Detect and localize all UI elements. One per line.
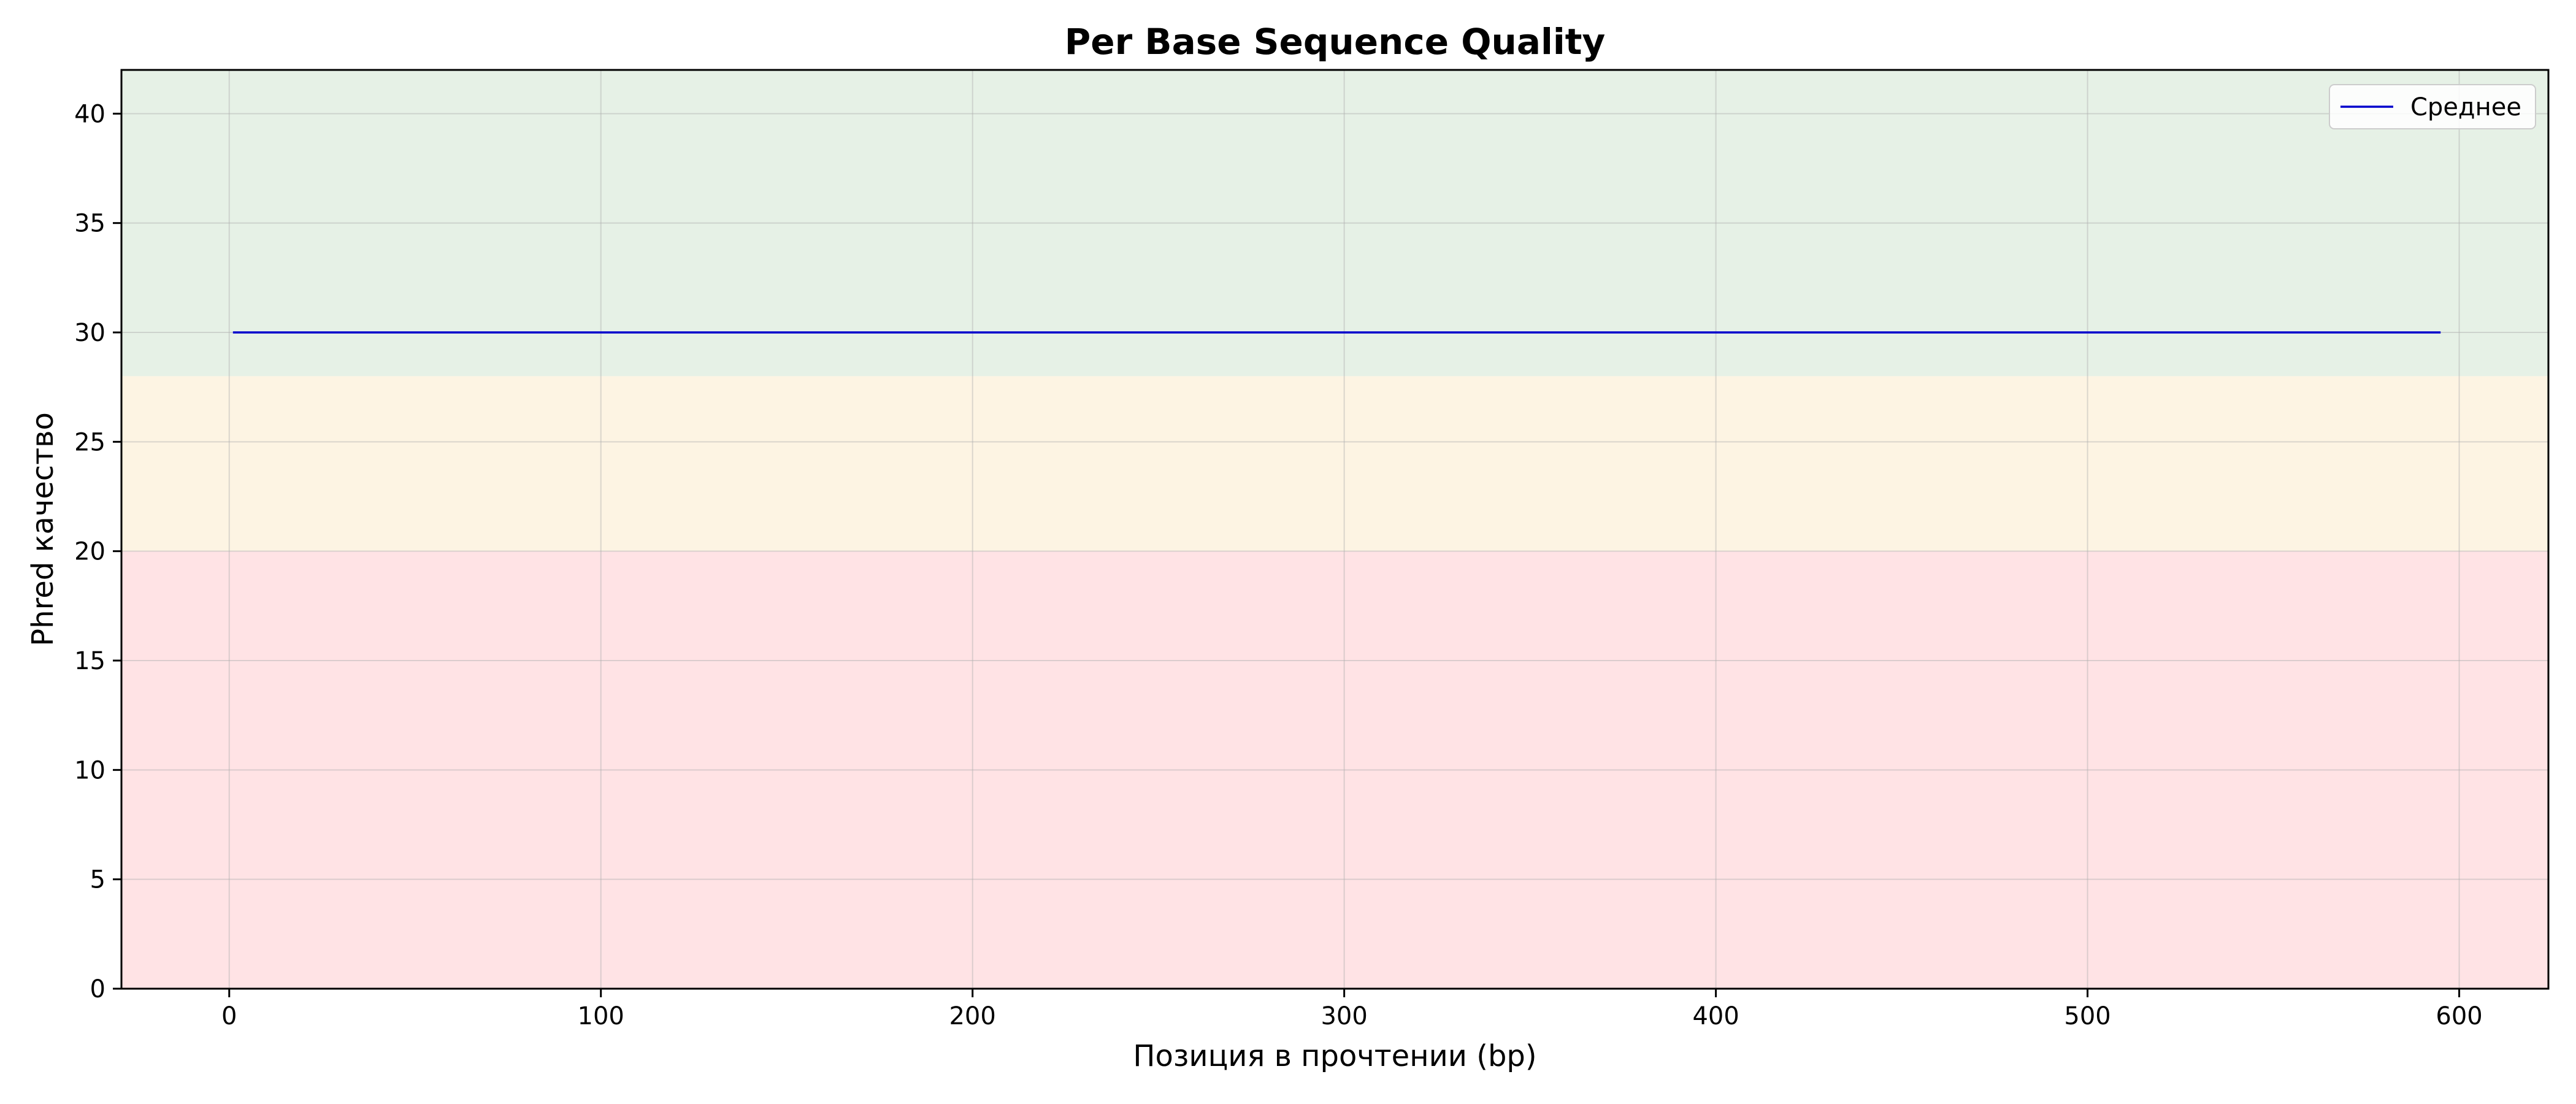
legend-label-0: Среднее [2410,93,2521,121]
legend-box [2329,84,2536,129]
x-tick-label-4: 400 [1692,1002,1739,1030]
x-tick-label-6: 600 [2436,1002,2482,1030]
y-tick-label-2: 10 [74,756,105,784]
chart-title: Per Base Sequence Quality [1065,21,1606,63]
quality-zone-2 [121,70,2548,377]
x-tick-label-5: 500 [2064,1002,2110,1030]
quality-zones [121,70,2548,989]
x-tick-label-0: 0 [221,1002,237,1030]
y-tick-label-1: 5 [90,866,105,894]
y-tick-label-4: 20 [74,538,105,566]
y-tick-label-7: 35 [74,210,105,238]
x-axis-ticks: 0 100 200 300 400 500 600 [221,989,2483,1030]
y-tick-label-3: 15 [74,647,105,675]
y-tick-label-8: 40 [74,100,105,128]
legend: Среднее [2329,84,2536,129]
y-tick-label-5: 25 [74,428,105,456]
y-axis-label: Phred качество [26,412,60,646]
quality-zone-0 [121,551,2548,989]
y-tick-label-0: 0 [90,975,105,1003]
y-tick-label-6: 30 [74,319,105,347]
x-tick-label-3: 300 [1321,1002,1367,1030]
plot-frame [120,69,2550,990]
x-tick-label-1: 100 [578,1002,624,1030]
x-tick-label-2: 200 [949,1002,995,1030]
quality-zone-1 [121,376,2548,551]
x-axis-label: Позиция в прочтении (bp) [1133,1039,1536,1073]
y-axis-ticks: 0 5 10 15 20 25 30 35 40 [74,100,121,1003]
